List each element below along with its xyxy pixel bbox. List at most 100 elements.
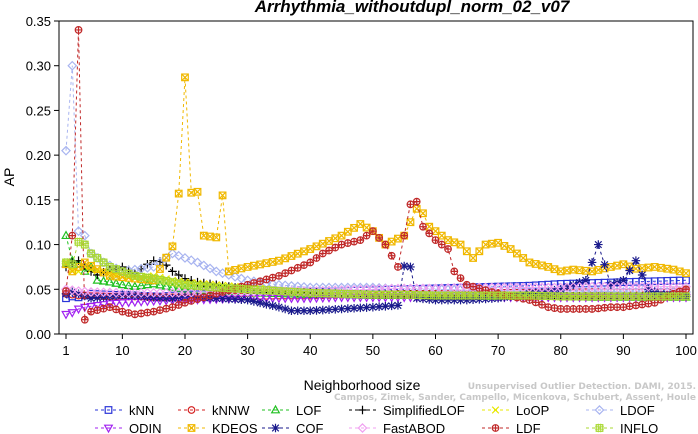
data-point-ldf-plus: [438, 241, 446, 248]
data-point-cof: [424, 295, 434, 304]
data-point-cof: [337, 304, 346, 314]
data-point-inflo-hash: [500, 291, 509, 300]
legend-marker-plus: [492, 424, 499, 432]
data-point-inflo-hash: [506, 291, 515, 300]
data-point-ldf-plus: [457, 274, 464, 282]
data-point-ldf-plus: [538, 301, 546, 309]
data-point-ldf: [600, 303, 609, 312]
data-point-inflo-hash: [356, 289, 365, 299]
data-point-cof: [374, 302, 384, 312]
data-point-ldf-plus: [425, 230, 433, 237]
data-point-kdeos-x: [275, 256, 283, 265]
data-point-ldf-plus: [544, 303, 552, 311]
data-point-kdeos: [494, 238, 503, 247]
data-point-ldf: [312, 254, 321, 262]
data-point-kdeos-x: [531, 260, 540, 268]
data-point-kdeos-box: [218, 191, 227, 200]
data-point-ldf: [619, 303, 628, 312]
data-point-kdeos-box: [462, 247, 471, 256]
y-tick-label: 0.30: [26, 59, 51, 74]
data-point-ldf-plus: [281, 269, 289, 277]
data-point-inflo-hash: [619, 292, 628, 301]
data-point-cof: [280, 304, 290, 314]
data-point-kdeos-x: [488, 239, 496, 248]
data-point-inflo-hash: [93, 253, 102, 263]
legend-item-lof: LOF: [262, 403, 321, 418]
data-point-inflo-hash: [543, 291, 553, 301]
legend-label: ODIN: [129, 421, 162, 434]
data-point-kdeos: [218, 191, 227, 200]
data-point-ldf: [149, 307, 158, 316]
data-point-ldf: [456, 274, 465, 283]
data-point-kdeos-x: [350, 224, 358, 232]
watermark-line-2: Campos, Zimek, Sander, Campello, Micenko…: [334, 393, 696, 403]
data-point-ldf-plus: [400, 232, 408, 239]
data-point-kdeos-x: [331, 234, 340, 243]
data-point-cof: [493, 293, 503, 303]
data-point-inflo-hash: [143, 273, 152, 282]
data-point-kdeos-box: [181, 73, 189, 82]
data-point-ldf-plus: [419, 223, 427, 230]
data-point-kdeos-x: [469, 254, 477, 262]
data-point-ldf: [105, 303, 114, 312]
data-point-inflo-hash: [512, 291, 522, 300]
legend-label: LDOF: [620, 403, 655, 418]
data-point-kdeos: [682, 269, 690, 278]
legend-label: kNNW: [212, 403, 250, 418]
data-point-kdeos: [356, 220, 365, 228]
data-point-kdeos: [168, 242, 177, 251]
legend-label: LoOP: [516, 403, 549, 418]
legend-label: kNN: [129, 403, 154, 418]
data-point-ldf-plus: [162, 305, 170, 312]
data-point-fastabod: [67, 285, 78, 296]
data-point-kdeos: [594, 266, 603, 274]
data-point-odin: [92, 301, 103, 311]
data-point-ldf: [181, 298, 189, 307]
data-point-kdeos: [500, 242, 509, 250]
data-point-kdeos-x: [569, 265, 577, 274]
data-point-kdeos: [312, 242, 321, 251]
data-point-fastabod: [73, 286, 84, 297]
data-point-ldf-plus: [319, 250, 327, 257]
data-point-ldf: [450, 267, 459, 276]
data-point-ldf: [281, 269, 290, 278]
data-point-cof: [637, 270, 647, 280]
data-point-kdeos-x: [325, 237, 333, 245]
data-point-fastabod: [111, 287, 122, 298]
data-point-cof: [161, 293, 171, 303]
x-tick-label: 10: [115, 343, 129, 358]
data-point-inflo-hash: [374, 290, 384, 299]
axis-layer: 1 10 20 30 40 50 60 70 80 90 100 0.00 0.05 0.10 0.15 0.…: [26, 14, 697, 358]
data-point-inflo-hash: [594, 292, 603, 301]
data-point-cof: [644, 284, 653, 294]
legend-label: KDEOS: [212, 421, 258, 434]
legend-marker: [357, 423, 368, 433]
data-point-kdeos-x: [268, 258, 277, 266]
data-point-inflo-hash: [568, 292, 578, 301]
data-point-lof: [173, 283, 184, 292]
data-point-kdeos: [506, 245, 515, 253]
x-tick-label: 70: [491, 343, 505, 358]
data-point-odin: [111, 299, 121, 309]
data-point-inflo-hash: [669, 292, 678, 301]
series-line-ldof: [65, 65, 686, 293]
data-point-lof: [142, 279, 153, 289]
data-point-ldf-plus: [306, 259, 314, 266]
data-point-ldf: [168, 303, 177, 312]
data-point-ldf-plus: [369, 227, 377, 235]
data-point-cof: [312, 306, 321, 315]
data-point-kdeos: [394, 234, 402, 243]
data-point-cof: [318, 305, 328, 315]
data-point-ldf: [594, 304, 603, 313]
data-point-kdeos-x: [494, 239, 502, 247]
data-point-cof: [656, 289, 666, 299]
data-point-kdeos-x: [525, 258, 534, 267]
data-point-ldf-plus: [125, 309, 132, 317]
data-point-cof: [349, 303, 359, 313]
data-point-ldof: [61, 145, 71, 156]
data-point-kdeos: [337, 231, 346, 240]
data-point-kdeos-x: [181, 73, 189, 82]
data-point-cof: [594, 240, 603, 249]
data-point-kdeos-x: [676, 267, 684, 276]
data-point-ldf-plus: [551, 304, 558, 312]
